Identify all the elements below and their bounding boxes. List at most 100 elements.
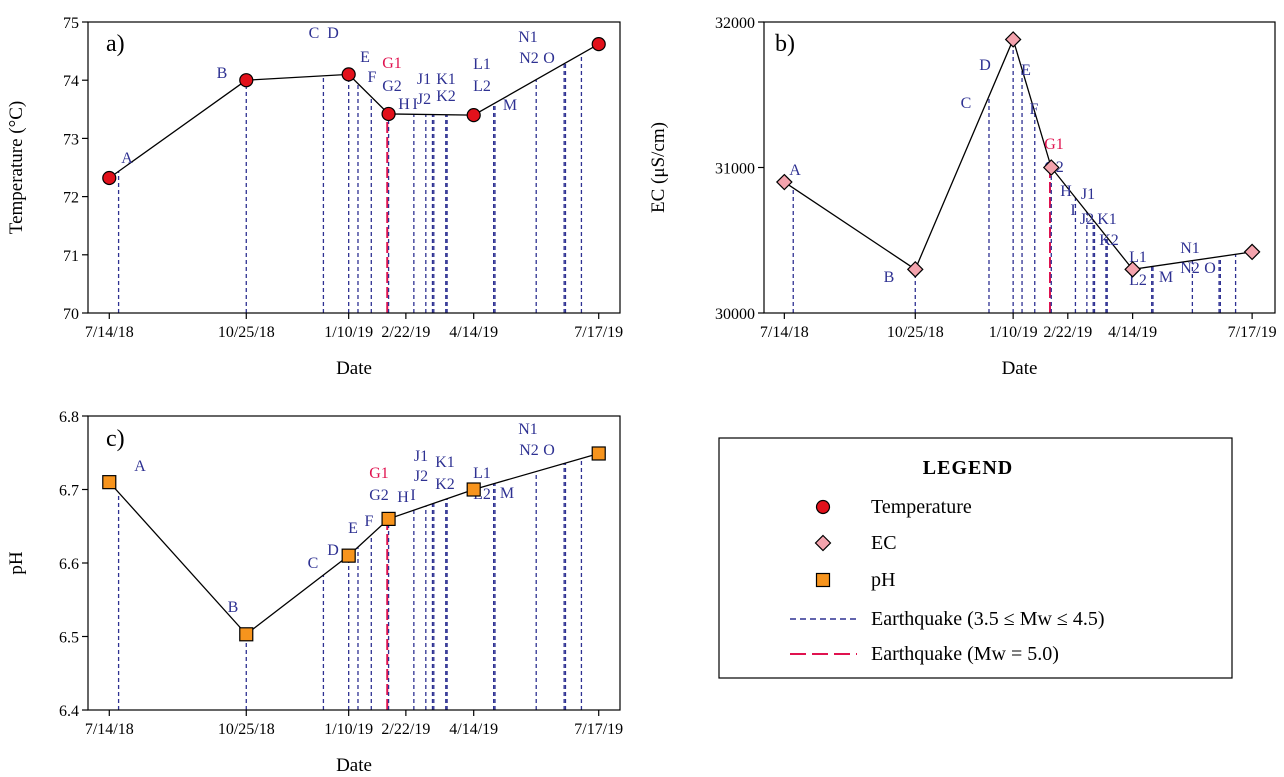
eq-label: B (884, 269, 895, 286)
y-axis-title: EC (μS/cm) (648, 122, 669, 213)
data-point (102, 170, 117, 186)
eq-label: D (979, 57, 991, 74)
data-point (591, 446, 606, 461)
eq-label: N1 (518, 421, 538, 438)
data-point (1124, 261, 1141, 278)
x-tick-label: 4/14/19 (449, 721, 498, 738)
legend-item-label: EC (871, 532, 897, 554)
legend: LEGEND Temperature EC pH Earthquake (3.5 ≤ M… (718, 437, 1233, 679)
eq-label: K1 (435, 454, 455, 471)
x-tick-label: 2/22/19 (381, 721, 430, 738)
eq-label: J2 (417, 91, 431, 108)
y-tick-label: 6.6 (59, 556, 79, 573)
data-point (239, 627, 254, 642)
eq-label: K2 (1099, 232, 1119, 249)
legend-item-label: pH (871, 569, 895, 591)
x-tick-label: 1/10/19 (324, 324, 373, 341)
y-axis-title: Temperature (°C) (6, 101, 27, 234)
data-point (381, 511, 396, 527)
x-tick-label: 10/25/18 (218, 324, 275, 341)
eq-label: M (503, 97, 517, 114)
series-line (108, 43, 600, 179)
legend-item-label: Temperature (871, 496, 972, 518)
x-axis-title: Date (336, 358, 372, 379)
eq-label: G1 (382, 55, 402, 72)
x-tick-label: 7/17/19 (1228, 324, 1277, 341)
series-line (783, 37, 1253, 271)
y-tick-label: 71 (63, 248, 79, 265)
eq-label: B (217, 65, 228, 82)
eq-label: M (500, 485, 514, 502)
panel-label: a) (106, 31, 125, 57)
eq-label: D (327, 25, 339, 42)
data-point (466, 482, 481, 497)
legend-circle-marker (815, 499, 831, 515)
eq-label: C (961, 95, 972, 112)
panel-2: 6.4 6.5 6.6 6.7 6.8 7/14/18 10/25/18 1/10/19 2/2… (6, 409, 623, 776)
eq-label: G2 (369, 487, 389, 504)
y-tick-label: 74 (63, 73, 79, 90)
eq-label: D (327, 542, 339, 559)
legend-square-marker (815, 572, 831, 588)
panel-0: 70 71 72 73 74 75 7/14/18 10/25/18 1/10/19 2/22/1… (6, 15, 623, 379)
y-tick-label: 6.8 (59, 409, 79, 426)
data-point (775, 173, 793, 191)
eq-label: E (348, 520, 358, 537)
eq-label: G1 (1044, 136, 1064, 153)
eq-label: M (1159, 269, 1173, 286)
series-line (108, 452, 599, 636)
plot-frame (87, 415, 621, 711)
eq-label: I (1070, 202, 1075, 219)
y-tick-label: 30000 (715, 306, 755, 323)
eq-label: H (397, 489, 409, 506)
y-tick-label: 32000 (715, 15, 755, 32)
eq-label: B (228, 599, 239, 616)
x-tick-label: 7/17/19 (574, 721, 623, 738)
data-point (341, 67, 356, 82)
panel-label: c) (106, 426, 125, 452)
data-point (1243, 243, 1261, 261)
x-tick-label: 7/14/18 (85, 721, 134, 738)
eq-label: J1 (417, 71, 431, 88)
eq-label: N2 (1180, 260, 1200, 277)
legend-diamond-marker (814, 534, 832, 552)
data-point (381, 106, 396, 122)
eq-label: K1 (436, 71, 456, 88)
eq-label: J1 (1081, 186, 1095, 203)
legend-title: LEGEND (923, 457, 1013, 479)
x-tick-label: 1/10/19 (324, 721, 373, 738)
x-tick-label: 2/22/19 (1043, 324, 1092, 341)
eq-label: L2 (473, 78, 491, 95)
x-tick-label: 2/22/19 (381, 324, 430, 341)
eq-label: A (789, 162, 801, 179)
x-tick-label: 4/14/19 (1108, 324, 1157, 341)
eq-label: C (309, 25, 320, 42)
x-tick-label: 7/17/19 (574, 324, 623, 341)
panel-1: 30000 31000 32000 7/14/18 10/25/18 1/10/19 2/2… (648, 15, 1277, 379)
eq-label: L1 (1129, 249, 1147, 266)
eq-label: H (1060, 183, 1072, 200)
data-point (591, 37, 606, 52)
y-tick-label: 6.4 (59, 703, 79, 720)
eq-label: N1 (518, 29, 538, 46)
eq-label: K1 (1097, 211, 1117, 228)
y-tick-label: 72 (63, 190, 79, 207)
eq-label: L1 (473, 56, 491, 73)
y-tick-label: 31000 (715, 161, 755, 178)
eq-label: I (410, 487, 415, 504)
eq-label: G2 (382, 78, 402, 95)
x-axis-title: Date (1002, 358, 1038, 379)
data-point (466, 108, 481, 123)
eq-label: I (412, 96, 417, 113)
y-tick-label: 6.7 (59, 483, 79, 500)
data-point (1042, 159, 1060, 176)
x-tick-label: 7/14/18 (760, 324, 809, 341)
eq-label: F (1030, 101, 1039, 118)
x-tick-label: 4/14/19 (449, 324, 498, 341)
data-point (341, 548, 356, 563)
x-axis-title: Date (336, 755, 372, 776)
eq-label: O (543, 50, 555, 67)
y-tick-label: 70 (63, 306, 79, 323)
eq-label: C (308, 555, 319, 572)
